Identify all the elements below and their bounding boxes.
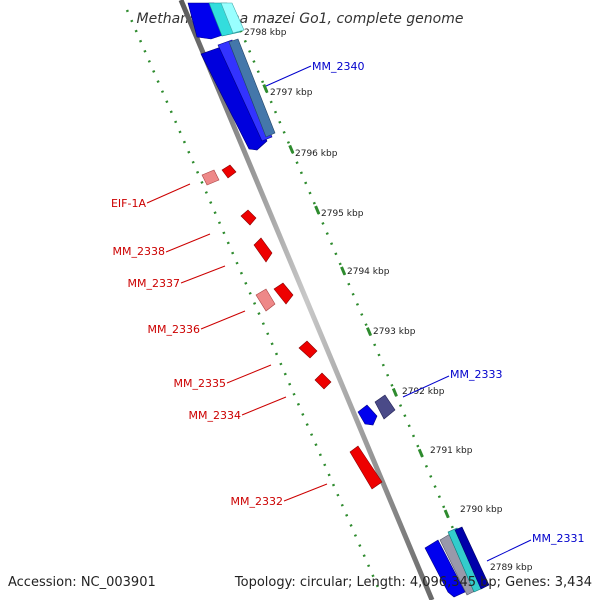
gene-label-mm-2332: MM_2332	[231, 495, 283, 508]
forward-gene-block-top	[187, 2, 245, 40]
reverse-gene-mm-2336	[255, 282, 294, 312]
forward-gene-labels: MM_2340 MM_2333 MM_2331	[265, 60, 584, 562]
genome-backbone	[178, 0, 435, 600]
callout-line	[180, 265, 226, 284]
tick-label: 2797 kbp	[270, 88, 313, 98]
callout-line	[200, 310, 246, 330]
tick-labels: 2798 kbp 2797 kbp 2796 kbp 2795 kbp 2794…	[244, 28, 533, 573]
callout-line	[226, 364, 272, 384]
forward-gene-mm-2340	[200, 38, 276, 151]
gene-label-mm-2334: MM_2334	[189, 409, 241, 422]
callout-line	[165, 233, 211, 253]
gene-label-mm-2340: MM_2340	[312, 60, 364, 73]
forward-gene-mm-2331	[424, 526, 490, 598]
reverse-gene-mm-2332	[349, 445, 383, 490]
gene-label-mm-2337: MM_2337	[128, 277, 180, 290]
tick-mark	[366, 327, 372, 336]
tick-label: 2789 kbp	[490, 563, 533, 573]
callout-line	[486, 539, 532, 562]
tick-mark	[288, 144, 295, 154]
forward-gene-mm-2333	[357, 394, 396, 426]
reverse-gene-mm-2334	[314, 372, 332, 390]
gene-label-mm-2333: MM_2333	[450, 368, 502, 381]
tick-mark	[314, 205, 321, 215]
gene-label-mm-2338: MM_2338	[113, 245, 165, 258]
gene-label-mm-2331: MM_2331	[532, 532, 584, 545]
callout-line	[402, 375, 450, 398]
gene-label-eif-1a: EIF-1A	[111, 197, 146, 210]
tick-label: 2791 kbp	[430, 446, 473, 456]
callout-line	[283, 483, 328, 502]
tick-mark	[391, 387, 398, 397]
tick-label: 2798 kbp	[244, 28, 287, 38]
tick-label: 2790 kbp	[460, 505, 503, 515]
tick-label: 2793 kbp	[373, 327, 416, 337]
gene-label-mm-2335: MM_2335	[174, 377, 226, 390]
tick-mark	[262, 84, 269, 93]
genome-summary: Topology: circular; Length: 4,096,345 bp…	[234, 575, 592, 590]
tick-label: 2796 kbp	[295, 149, 338, 159]
tick-mark	[443, 509, 450, 518]
reverse-strand-features	[201, 164, 383, 490]
reverse-gene-mm-2337	[253, 237, 273, 263]
accession-label: Accession: NC_003901	[8, 575, 156, 590]
callout-line	[146, 183, 191, 204]
tick-label: 2792 kbp	[402, 387, 445, 397]
tick-label: 2795 kbp	[321, 209, 364, 219]
tick-track-left	[125, 9, 382, 593]
forward-strand-features	[187, 2, 490, 598]
tick-label: 2794 kbp	[347, 267, 390, 277]
reverse-gene-mm-2338	[240, 209, 257, 226]
gene-label-mm-2336: MM_2336	[148, 323, 200, 336]
callout-line	[241, 396, 287, 416]
tick-mark	[417, 448, 424, 458]
reverse-gene-eif-1a	[201, 164, 237, 186]
reverse-gene-labels: EIF-1A MM_2338 MM_2337 MM_2336 MM_2335 M…	[111, 183, 328, 508]
reverse-gene-mm-2335	[298, 340, 318, 359]
callout-line	[265, 65, 312, 87]
tick-mark	[340, 266, 346, 275]
